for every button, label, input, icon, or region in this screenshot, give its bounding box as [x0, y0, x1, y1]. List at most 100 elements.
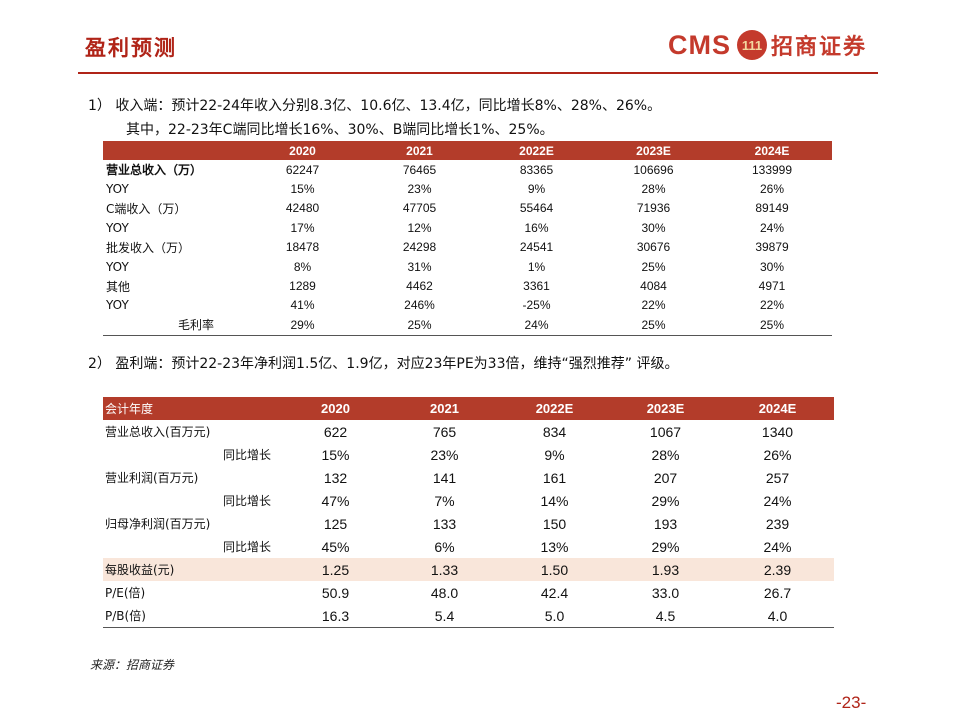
- table-cell: 16%: [524, 220, 549, 235]
- row-label: YOY: [106, 220, 129, 235]
- table-cell: 14%: [540, 492, 569, 509]
- row-label: 同比增长: [222, 494, 271, 508]
- table-cell: 22%: [759, 298, 785, 313]
- table-cell: 1.25: [281, 558, 390, 581]
- profit-forecast-table: 会计年度 2020 2021 2022E 2023E 2024E 营业总收入(百…: [103, 397, 834, 628]
- revenue-summary-line1: 1） 收入端：预计22-24年收入分别8.3亿、10.6亿、13.4亿，同比增长…: [88, 98, 662, 114]
- table-cell: 42480: [285, 201, 320, 216]
- table-row: 同比增长 47% 7% 14% 29% 24%: [103, 489, 834, 512]
- table-cell: 30%: [759, 259, 785, 274]
- table-cell: 1.33: [390, 558, 499, 581]
- table-cell: 15%: [290, 182, 315, 197]
- table-row: 归母净利润(百万元) 125 133 150 193 239: [103, 512, 834, 535]
- table-cell: 50.9: [321, 584, 350, 601]
- table-cell: 4.0: [721, 604, 834, 628]
- table-cell: 47705: [402, 201, 437, 216]
- table-cell: 257: [765, 469, 790, 486]
- table-cell: 29%: [244, 315, 361, 336]
- column-header: 2023E: [595, 141, 712, 160]
- table-cell: 9%: [527, 182, 546, 197]
- table-cell: 1.50: [499, 558, 610, 581]
- table-cell: 4.5: [610, 604, 721, 628]
- table-cell: 26%: [763, 446, 792, 463]
- table-cell: 76465: [402, 162, 437, 177]
- table-cell: 1.93: [610, 558, 721, 581]
- column-header: 2022E: [478, 141, 595, 160]
- row-label: 批发收入（万）: [106, 240, 191, 255]
- table-cell: 25%: [712, 315, 832, 336]
- column-header: [103, 141, 244, 160]
- column-header: 2020: [281, 397, 390, 420]
- table-cell: 28%: [651, 446, 680, 463]
- table-cell: 24541: [519, 240, 554, 255]
- logo-badge-icon: 111: [737, 30, 767, 60]
- table-cell: 55464: [519, 201, 554, 216]
- table-cell: 25%: [361, 315, 478, 336]
- table-cell: 22%: [641, 298, 666, 313]
- table-cell: 13%: [540, 538, 569, 555]
- table-cell: 26.7: [763, 584, 792, 601]
- table-cell: 29%: [651, 492, 680, 509]
- table-cell: 17%: [290, 220, 315, 235]
- row-label: P/B(倍): [103, 604, 281, 628]
- revenue-table: 2020 2021 2022E 2023E 2024E 营业总收入（万） 6224…: [103, 141, 832, 336]
- table-cell: 42.4: [540, 584, 569, 601]
- column-header: 会计年度: [103, 397, 281, 420]
- table-cell: 207: [653, 469, 678, 486]
- profit-table-header: 会计年度 2020 2021 2022E 2023E 2024E: [103, 397, 834, 420]
- revenue-table-header: 2020 2021 2022E 2023E 2024E: [103, 141, 832, 160]
- table-cell: 28%: [641, 182, 666, 197]
- table-cell: 125: [323, 515, 348, 532]
- row-label: YOY: [106, 182, 129, 197]
- table-row: 其他 1289 4462 3361 4084 4971: [103, 276, 832, 295]
- table-cell: 8%: [293, 259, 312, 274]
- row-label: P/E(倍): [105, 586, 146, 600]
- table-cell: 5.4: [390, 604, 499, 628]
- row-label: 营业总收入（万）: [106, 163, 203, 178]
- table-cell: 161: [542, 469, 567, 486]
- table-row: 营业总收入（万） 62247 76465 83365 106696 133999: [103, 160, 832, 179]
- column-header: 2024E: [721, 397, 834, 420]
- table-cell: 5.0: [499, 604, 610, 628]
- table-row: 营业总收入(百万元) 622 765 834 1067 1340: [103, 420, 834, 443]
- table-cell: 25%: [595, 315, 712, 336]
- page-number: -23-: [836, 693, 867, 712]
- row-label: YOY: [106, 259, 129, 274]
- column-header: 2021: [361, 141, 478, 160]
- table-cell: 133: [432, 515, 457, 532]
- row-label: 其他: [106, 279, 131, 294]
- table-row: P/B(倍) 16.3 5.4 5.0 4.5 4.0: [103, 604, 834, 628]
- table-row: 营业利润(百万元) 132 141 161 207 257: [103, 466, 834, 489]
- table-cell: 23%: [407, 182, 432, 197]
- table-cell: 9%: [544, 446, 565, 463]
- table-cell: 29%: [651, 538, 680, 555]
- table-cell: 132: [323, 469, 348, 486]
- row-label: 归母净利润(百万元): [105, 517, 211, 531]
- row-label: 营业利润(百万元): [105, 471, 199, 485]
- source-note: 来源：招商证券: [90, 658, 175, 672]
- table-cell: 24%: [763, 538, 792, 555]
- table-cell: 150: [542, 515, 567, 532]
- table-cell: 31%: [407, 259, 432, 274]
- table-row: 同比增长 15% 23% 9% 28% 26%: [103, 443, 834, 466]
- table-cell: 622: [323, 423, 348, 440]
- table-row: 毛利率 29% 25% 24% 25% 25%: [103, 315, 832, 336]
- row-label: 营业总收入(百万元): [105, 425, 211, 439]
- profit-summary-line: 2） 盈利端：预计22-23年净利润1.5亿、1.9亿，对应23年PE为33倍，…: [88, 356, 679, 372]
- table-cell: 39879: [755, 240, 789, 255]
- revenue-summary-line2: 其中，22-23年C端同比增长16%、30%、B端同比增长1%、25%。: [126, 122, 554, 138]
- table-cell: 30%: [641, 220, 666, 235]
- table-cell: 193: [653, 515, 678, 532]
- table-cell: 834: [542, 423, 567, 440]
- table-cell: 12%: [407, 220, 432, 235]
- table-cell: 16.3: [281, 604, 390, 628]
- table-cell: 15%: [321, 446, 350, 463]
- table-cell: 6%: [434, 538, 455, 555]
- table-cell: 62247: [285, 162, 320, 177]
- table-row: YOY 15% 23% 9% 28% 26%: [103, 179, 832, 198]
- table-cell: 24%: [478, 315, 595, 336]
- table-cell: -25%: [522, 298, 551, 313]
- table-cell: 133999: [751, 162, 793, 177]
- column-header: 2020: [244, 141, 361, 160]
- table-cell: 71936: [636, 201, 671, 216]
